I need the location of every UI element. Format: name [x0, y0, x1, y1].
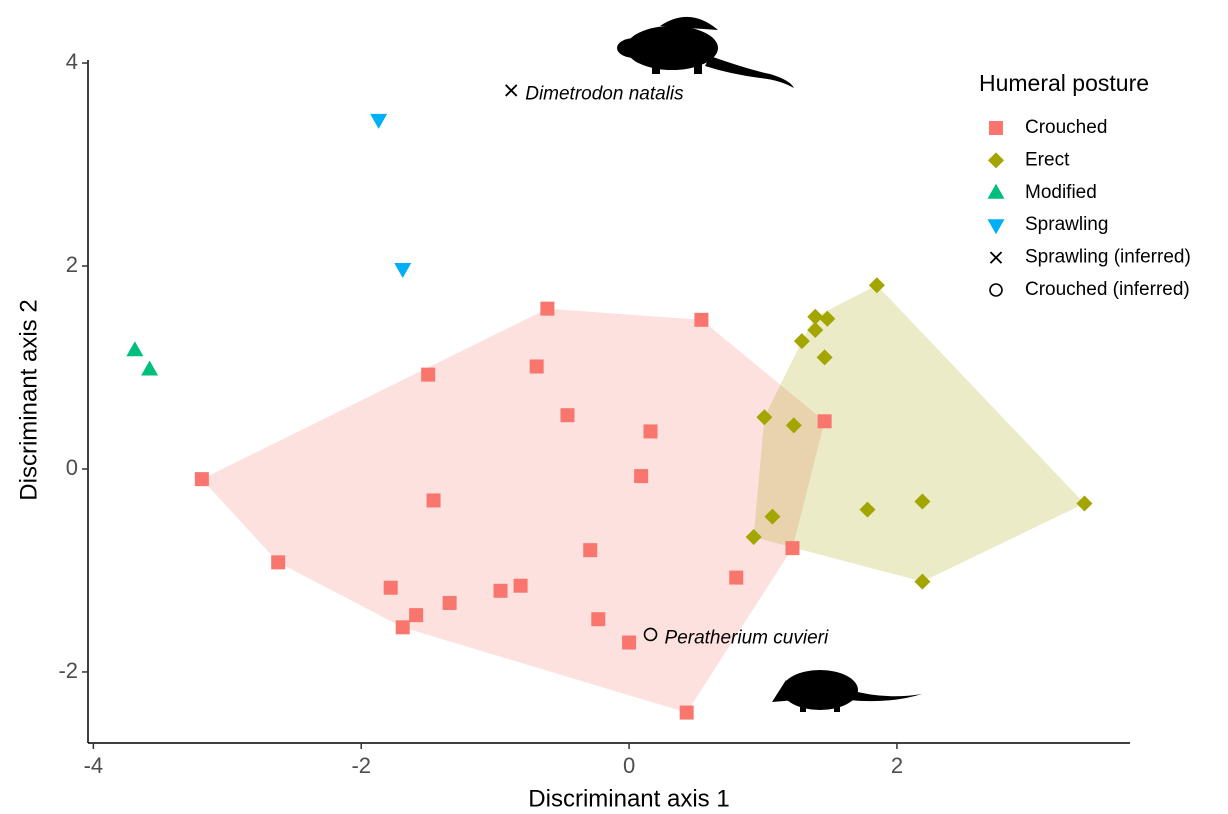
point [785, 541, 799, 555]
point [644, 424, 658, 438]
legend-label: Erect [1025, 149, 1070, 170]
point [271, 555, 285, 569]
legend-label: Sprawling [1025, 214, 1108, 235]
point [514, 579, 528, 593]
point [126, 341, 143, 356]
x-tick-label: -2 [351, 753, 371, 778]
point [680, 706, 694, 720]
x-tick-label: 0 [623, 753, 635, 778]
legend-symbol [988, 152, 1004, 168]
hull [754, 285, 1085, 581]
legend-label: Crouched (inferred) [1025, 279, 1190, 300]
point-label: Dimetrodon natalis [525, 83, 684, 104]
point [622, 636, 636, 650]
point [494, 584, 508, 598]
point [729, 571, 743, 585]
legend-symbol [988, 219, 1005, 234]
x-tick-label: 2 [891, 753, 903, 778]
legend-symbol [990, 284, 1002, 296]
legend-title: Humeral posture [979, 70, 1149, 96]
point-label: Peratherium cuvieri [665, 627, 829, 648]
point [409, 608, 423, 622]
legend-symbol [988, 184, 1005, 199]
point [530, 359, 544, 373]
point [427, 493, 441, 507]
y-tick-label: 0 [66, 455, 78, 480]
point [370, 114, 387, 129]
legend-label: Modified [1025, 182, 1097, 203]
point [694, 313, 708, 327]
x-tick-label: -4 [84, 753, 104, 778]
y-tick-label: 2 [66, 252, 78, 277]
hull [202, 309, 825, 713]
point [506, 85, 517, 96]
point [394, 263, 411, 278]
point [421, 368, 435, 382]
hull-layer [202, 285, 1085, 712]
y-tick-label: 4 [66, 49, 78, 74]
point [141, 361, 158, 376]
point [560, 408, 574, 422]
y-axis-title: Discriminant axis 2 [15, 299, 42, 500]
point [396, 620, 410, 634]
dimetrodon-silhouette [617, 17, 794, 88]
point [443, 596, 457, 610]
legend-label: Sprawling (inferred) [1025, 247, 1191, 268]
point [540, 302, 554, 316]
legend-symbol [989, 121, 1003, 135]
x-axis-title: Discriminant axis 1 [528, 785, 729, 812]
point [195, 472, 209, 486]
point [634, 469, 648, 483]
chart: Discriminant axis 1 Discriminant axis 2 … [0, 0, 1228, 814]
point [818, 414, 832, 428]
point [583, 543, 597, 557]
point [384, 581, 398, 595]
point [591, 612, 605, 626]
peratherium-silhouette [772, 670, 922, 712]
y-tick-label: -2 [58, 658, 78, 683]
legend-symbol [991, 252, 1002, 263]
legend-label: Crouched [1025, 117, 1107, 138]
